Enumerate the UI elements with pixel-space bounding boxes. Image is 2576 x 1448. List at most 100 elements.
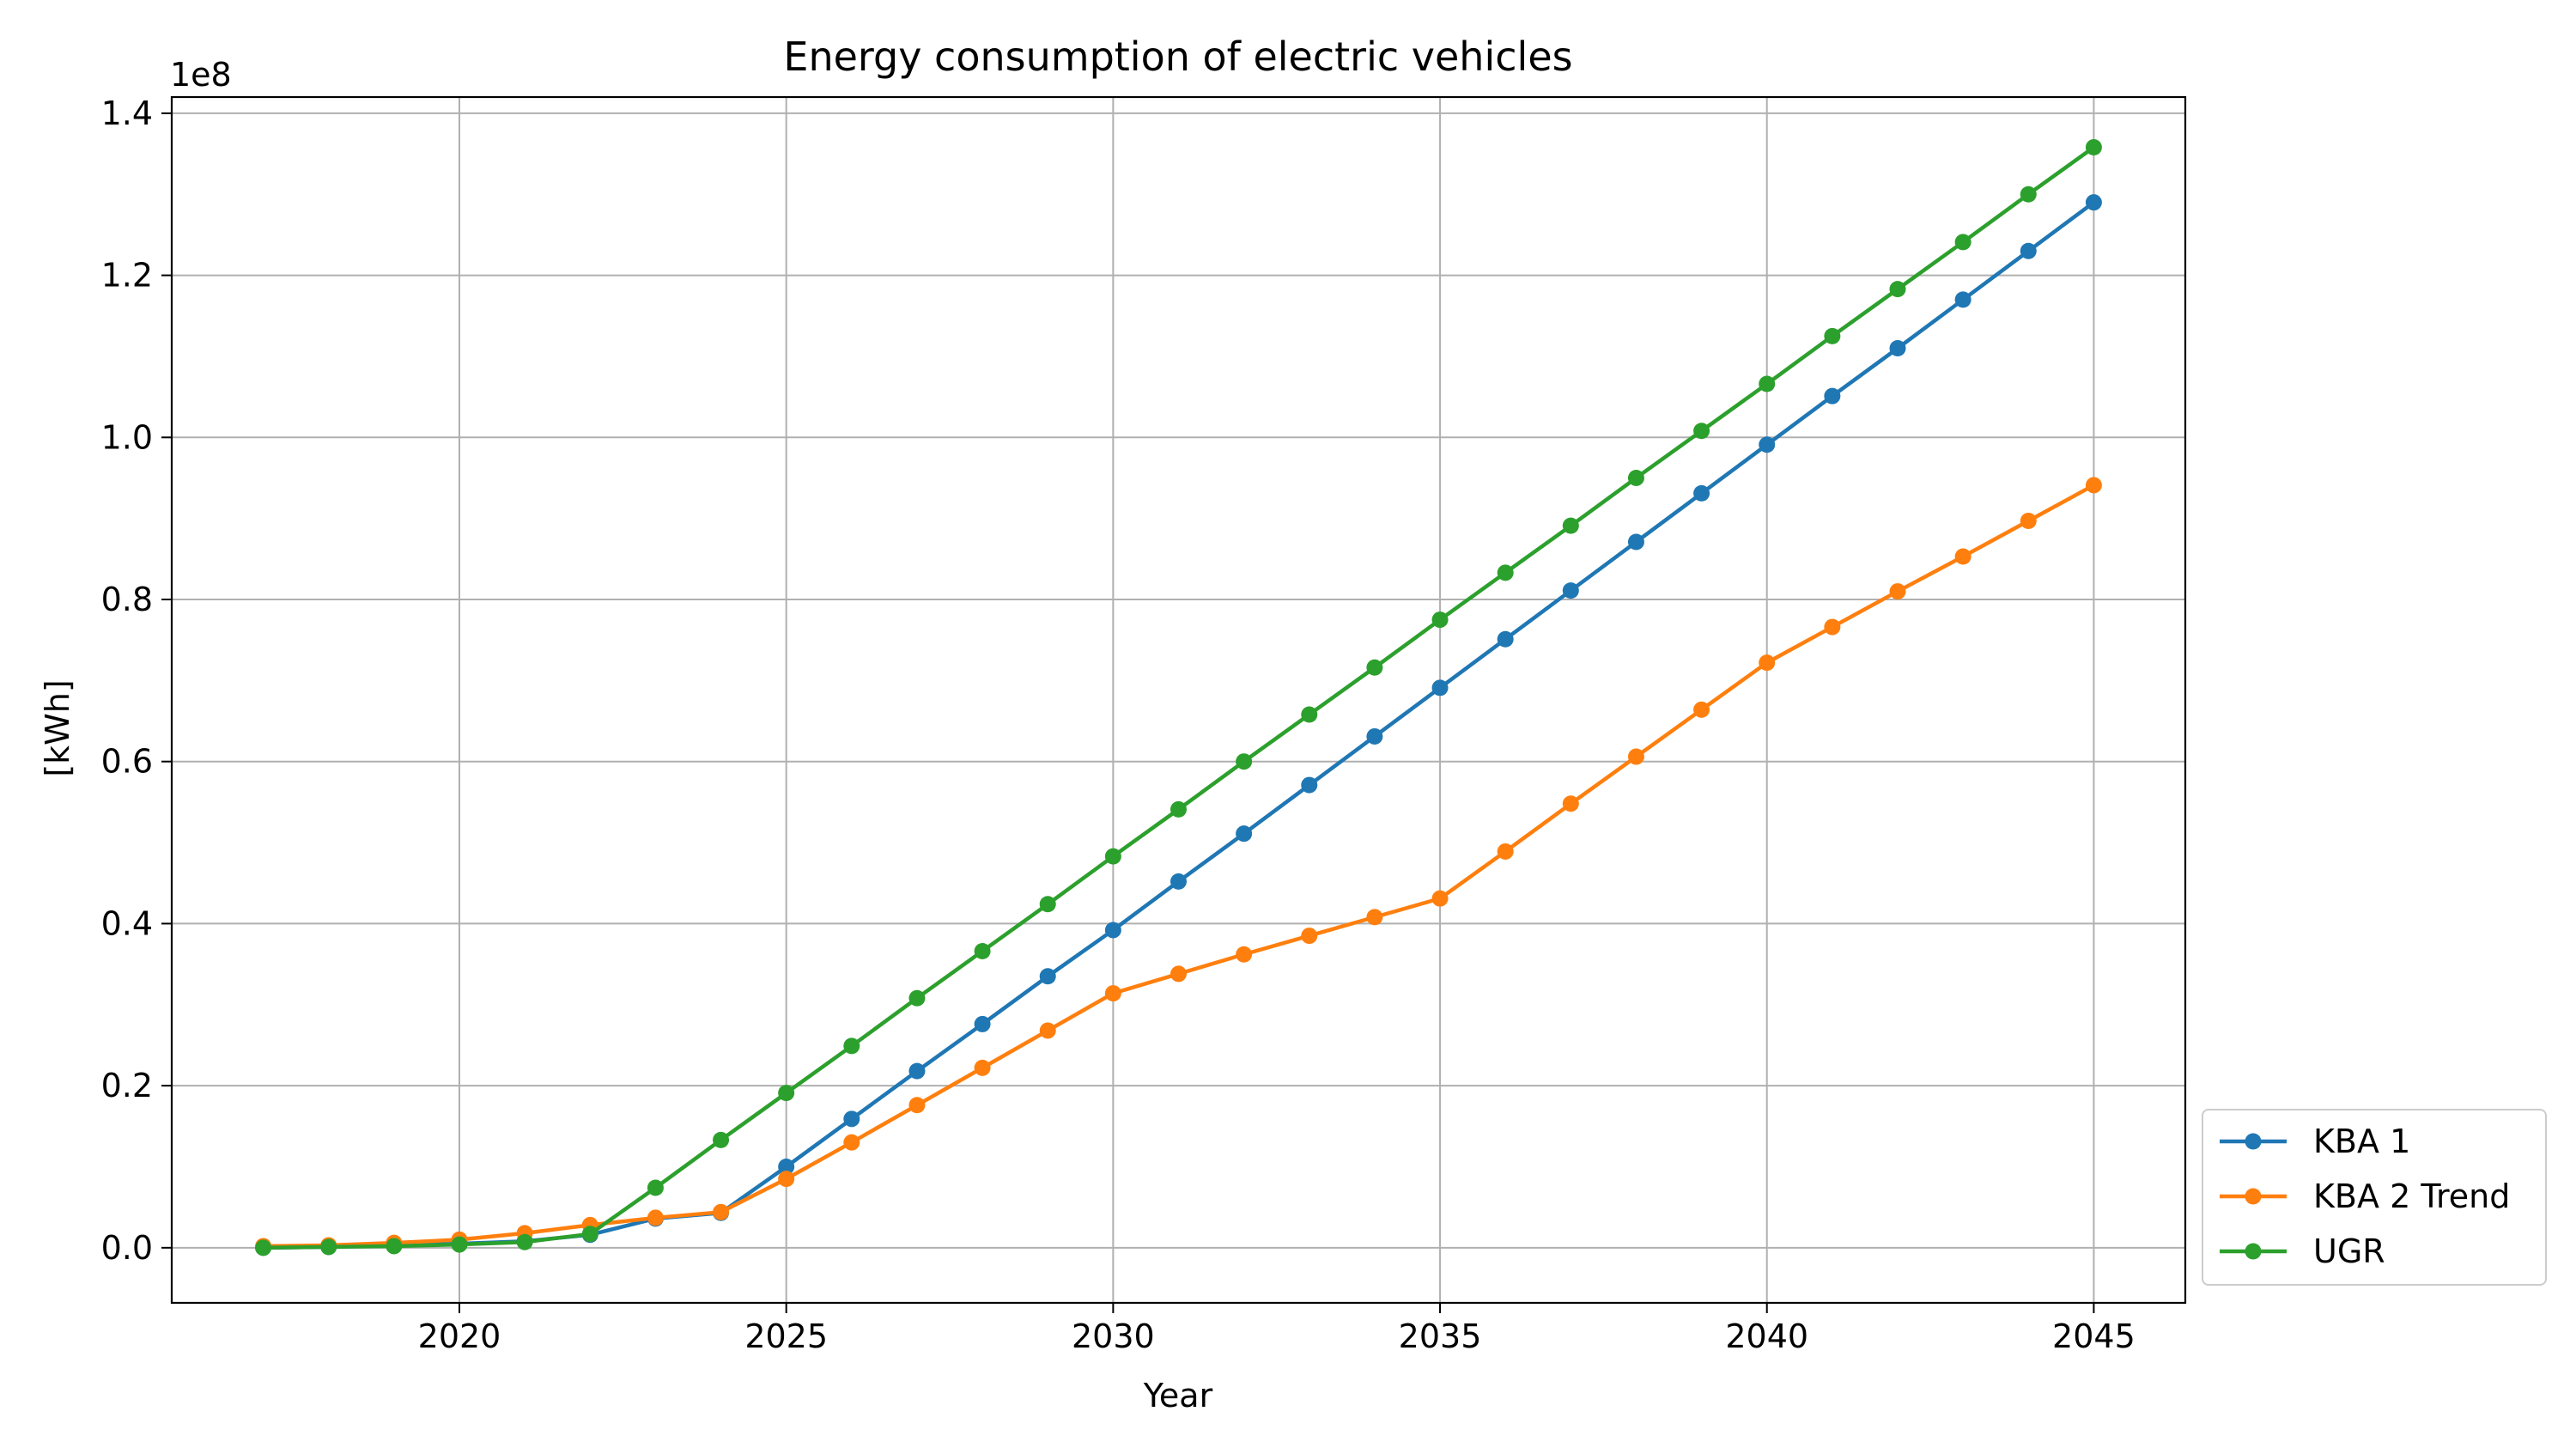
data-point-ugr xyxy=(1366,659,1383,676)
series-ugr xyxy=(255,139,2102,1256)
data-point-kba-1 xyxy=(2085,194,2102,211)
data-point-ugr xyxy=(1562,517,1579,534)
data-point-kba-1 xyxy=(778,1158,795,1175)
data-point-kba-2-trend xyxy=(2085,477,2102,494)
y-tick-label: 1.4 xyxy=(101,94,153,132)
data-point-kba-2-trend xyxy=(1627,748,1644,765)
y-tick-label: 0.0 xyxy=(101,1229,153,1267)
x-axis: 2020 2025 2030 2035 2040 2045 xyxy=(418,1303,2136,1355)
data-point-kba-2-trend xyxy=(843,1134,860,1151)
data-point-kba-2-trend xyxy=(1824,618,1841,636)
data-point-ugr xyxy=(1170,800,1187,818)
chart-title: Energy consumption of electric vehicles xyxy=(783,33,1572,80)
data-point-kba-1 xyxy=(1170,873,1187,890)
data-point-kba-2-trend xyxy=(1236,946,1253,963)
data-point-kba-1 xyxy=(908,1062,926,1080)
data-point-ugr xyxy=(1889,281,1906,298)
legend-label-kba-2-trend: KBA 2 Trend xyxy=(2313,1177,2510,1215)
data-point-kba-2-trend xyxy=(1759,654,1776,672)
data-point-kba-1 xyxy=(1759,436,1776,453)
data-point-kba-2-trend xyxy=(2020,512,2037,529)
data-point-ugr xyxy=(386,1238,403,1255)
data-point-ugr xyxy=(778,1085,795,1102)
data-point-kba-1 xyxy=(1562,582,1579,599)
data-point-ugr xyxy=(2020,186,2037,203)
series-layer xyxy=(255,139,2102,1256)
data-point-ugr xyxy=(843,1037,860,1055)
legend: KBA 1 KBA 2 Trend UGR xyxy=(2202,1109,2547,1286)
data-point-kba-2-trend xyxy=(1301,928,1318,945)
y-tick-label: 0.4 xyxy=(101,904,153,942)
plot-frame xyxy=(170,95,2187,1305)
data-point-kba-2-trend xyxy=(1954,548,1971,565)
data-point-kba-2-trend xyxy=(1039,1022,1056,1039)
data-point-ugr xyxy=(255,1239,272,1256)
x-tick-label: 2020 xyxy=(418,1317,501,1355)
legend-marker-kba-2-trend xyxy=(2245,1188,2262,1205)
x-tick-label: 2040 xyxy=(1725,1317,1808,1355)
data-point-ugr xyxy=(516,1233,533,1250)
data-point-kba-1 xyxy=(1236,825,1253,843)
y-axis-label: [kWh] xyxy=(39,679,76,776)
data-point-ugr xyxy=(320,1238,337,1256)
legend-label-kba-1: KBA 1 xyxy=(2313,1123,2410,1160)
data-point-ugr xyxy=(1497,564,1514,581)
legend-marker-kba-1 xyxy=(2245,1133,2262,1150)
x-tick-label: 2045 xyxy=(2052,1317,2136,1355)
data-point-kba-1 xyxy=(1954,291,1971,308)
y-axis: 0.0 0.2 0.4 0.6 0.8 1.0 1.2 1.4 xyxy=(101,94,172,1267)
data-point-kba-1 xyxy=(1366,727,1383,745)
data-point-ugr xyxy=(1301,706,1318,723)
data-point-ugr xyxy=(1824,327,1841,344)
data-point-kba-1 xyxy=(2020,242,2037,259)
data-point-kba-2-trend xyxy=(1104,985,1121,1002)
legend-label-ugr: UGR xyxy=(2313,1232,2385,1270)
data-point-kba-1 xyxy=(1497,630,1514,648)
x-tick-label: 2025 xyxy=(744,1317,828,1355)
data-point-kba-2-trend xyxy=(1889,583,1906,600)
grid xyxy=(172,97,2185,1303)
data-point-kba-2-trend xyxy=(974,1059,991,1076)
data-point-ugr xyxy=(713,1131,730,1148)
data-point-kba-1 xyxy=(843,1110,860,1128)
y-axis-offset-text: 1e8 xyxy=(170,56,232,94)
data-point-ugr xyxy=(1236,753,1253,770)
legend-marker-ugr xyxy=(2245,1243,2262,1260)
y-tick-label: 1.0 xyxy=(101,418,153,456)
data-point-kba-2-trend xyxy=(1562,795,1579,812)
data-point-kba-1 xyxy=(1431,679,1449,697)
data-point-kba-1 xyxy=(1889,340,1906,356)
data-point-ugr xyxy=(1759,375,1776,392)
data-point-kba-2-trend xyxy=(778,1171,795,1188)
data-point-kba-2-trend xyxy=(908,1097,926,1114)
x-tick-label: 2030 xyxy=(1072,1317,1155,1355)
data-point-ugr xyxy=(451,1236,468,1253)
data-point-ugr xyxy=(974,943,991,959)
data-point-ugr xyxy=(2085,139,2102,155)
data-point-ugr xyxy=(581,1226,598,1243)
data-point-kba-1 xyxy=(1693,484,1710,502)
data-point-ugr xyxy=(908,989,926,1007)
y-tick-label: 0.6 xyxy=(101,743,153,781)
data-point-ugr xyxy=(1039,896,1056,913)
data-point-ugr xyxy=(1693,423,1710,440)
data-point-kba-1 xyxy=(1627,533,1644,551)
data-point-kba-2-trend xyxy=(1693,701,1710,718)
data-point-kba-1 xyxy=(1039,968,1056,985)
data-point-kba-2-trend xyxy=(1170,965,1187,983)
series-kba-2-trend xyxy=(255,477,2102,1255)
data-point-kba-1 xyxy=(1104,922,1121,939)
data-point-ugr xyxy=(1431,611,1449,629)
legend-box xyxy=(2202,1109,2547,1286)
data-point-kba-1 xyxy=(1824,387,1841,405)
data-point-kba-2-trend xyxy=(1497,843,1514,860)
y-tick-label: 1.2 xyxy=(101,257,153,295)
data-point-ugr xyxy=(1627,469,1644,486)
data-point-ugr xyxy=(647,1179,664,1196)
data-point-ugr xyxy=(1104,848,1121,865)
y-tick-label: 0.8 xyxy=(101,581,153,618)
x-axis-label: Year xyxy=(1143,1377,1213,1415)
data-point-kba-2-trend xyxy=(713,1203,730,1220)
